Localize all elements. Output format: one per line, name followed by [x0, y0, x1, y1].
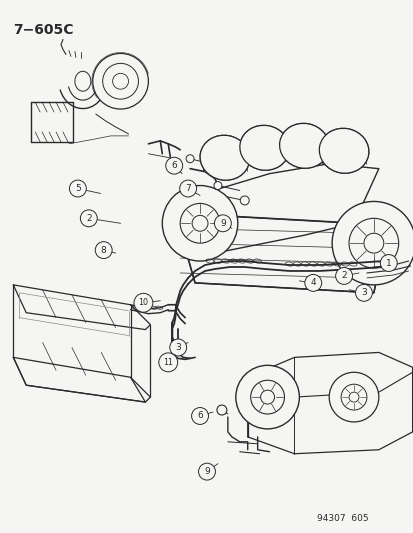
Text: 2: 2	[86, 214, 91, 223]
Circle shape	[102, 63, 138, 99]
Circle shape	[95, 241, 112, 259]
Circle shape	[214, 182, 221, 190]
Circle shape	[180, 204, 219, 243]
Text: 1: 1	[385, 259, 391, 268]
Text: 4: 4	[310, 278, 316, 287]
Circle shape	[162, 185, 237, 261]
Circle shape	[134, 293, 152, 312]
Circle shape	[304, 274, 321, 292]
Circle shape	[380, 255, 396, 271]
Circle shape	[159, 353, 177, 372]
Circle shape	[192, 215, 207, 231]
Text: 6: 6	[197, 411, 202, 421]
Ellipse shape	[199, 135, 249, 180]
Circle shape	[179, 180, 196, 197]
Circle shape	[214, 215, 231, 232]
Ellipse shape	[279, 123, 328, 168]
Text: 3: 3	[175, 343, 180, 352]
Text: 6: 6	[171, 161, 177, 170]
Circle shape	[198, 463, 215, 480]
Text: 94307  605: 94307 605	[316, 514, 368, 523]
Ellipse shape	[199, 135, 249, 180]
Text: 9: 9	[204, 467, 209, 476]
Circle shape	[93, 53, 148, 109]
Circle shape	[69, 180, 86, 197]
Circle shape	[348, 219, 398, 268]
Circle shape	[186, 155, 194, 163]
Circle shape	[260, 390, 274, 404]
Circle shape	[335, 268, 351, 285]
Ellipse shape	[279, 123, 328, 168]
Circle shape	[191, 408, 208, 424]
Ellipse shape	[318, 128, 368, 173]
Circle shape	[363, 233, 383, 253]
Ellipse shape	[239, 125, 289, 170]
Text: 2: 2	[340, 271, 346, 280]
Circle shape	[250, 380, 284, 414]
Text: 11: 11	[163, 358, 173, 367]
Text: 7: 7	[185, 184, 190, 193]
Circle shape	[165, 157, 182, 174]
Ellipse shape	[239, 125, 289, 170]
Circle shape	[348, 392, 358, 402]
Circle shape	[216, 405, 226, 415]
Text: 5: 5	[75, 184, 81, 193]
Circle shape	[169, 339, 186, 356]
Text: 10: 10	[138, 298, 148, 307]
Ellipse shape	[318, 128, 368, 173]
Text: 7−605C: 7−605C	[13, 22, 74, 37]
Text: 9: 9	[219, 219, 225, 228]
Circle shape	[112, 74, 128, 89]
Circle shape	[240, 196, 249, 205]
Circle shape	[328, 372, 378, 422]
Circle shape	[340, 384, 366, 410]
Circle shape	[80, 210, 97, 227]
Text: 8: 8	[101, 246, 106, 255]
Circle shape	[331, 201, 413, 285]
Circle shape	[235, 365, 299, 429]
Circle shape	[355, 285, 371, 301]
Text: 3: 3	[360, 288, 366, 297]
